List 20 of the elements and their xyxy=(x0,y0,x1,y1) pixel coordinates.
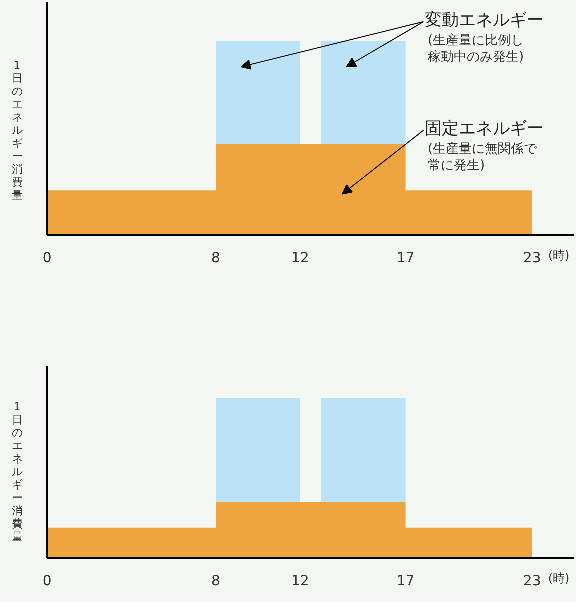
annotation: 稼動中のみ発生) xyxy=(428,50,524,66)
text: 1日のエネルギー消費量 xyxy=(12,59,23,202)
series-label: 固定エネルギー xyxy=(424,118,544,139)
x-tick-label: 17 xyxy=(396,573,415,590)
x-tick-label: 8 xyxy=(212,250,220,266)
annotation: 常に発生) xyxy=(428,158,486,174)
annotation: (生産量に比例し xyxy=(428,32,524,49)
x-tick-label: 0 xyxy=(42,573,52,590)
series-label: 変動エネルギー xyxy=(424,10,544,30)
text: 1日のエネルギー消費量 xyxy=(12,400,23,544)
x-tick-label: 17 xyxy=(396,250,415,266)
x-axis-title: (時) xyxy=(548,248,570,262)
x-tick-label: 12 xyxy=(291,250,310,266)
x-axis-title: (時) xyxy=(548,571,570,586)
x-tick-label: 0 xyxy=(42,250,52,266)
x-tick-label: 23 xyxy=(523,573,542,590)
x-tick-label: 23 xyxy=(523,250,542,266)
x-tick-label: 12 xyxy=(291,573,310,590)
x-tick-label: 8 xyxy=(212,573,220,590)
annotation: (生産量に無関係で xyxy=(428,141,538,158)
